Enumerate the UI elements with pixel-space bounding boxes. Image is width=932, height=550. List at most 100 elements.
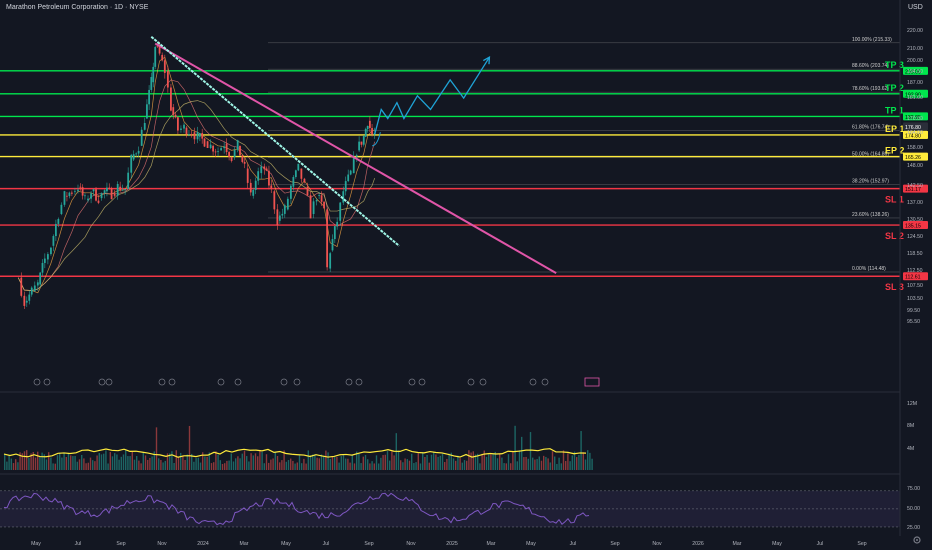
volume-bar xyxy=(177,456,180,470)
volume-bar xyxy=(591,458,593,470)
candle-body xyxy=(201,133,204,139)
candle-body xyxy=(257,171,260,181)
candle-body xyxy=(246,168,249,183)
volume-bar xyxy=(554,456,556,470)
volume-bar xyxy=(257,456,259,470)
volume-bar xyxy=(131,451,133,470)
time-tick-label: Nov xyxy=(406,541,416,547)
candle-body xyxy=(230,156,233,161)
candle-body xyxy=(130,154,133,173)
volume-bar xyxy=(151,456,153,470)
price-tick-label: 170.00 xyxy=(907,116,923,122)
candle-body xyxy=(309,195,312,219)
moving-average-line xyxy=(17,79,376,291)
volume-bar xyxy=(527,458,529,470)
volume-bar xyxy=(140,463,142,470)
candle-body xyxy=(364,128,367,137)
volume-bar xyxy=(15,459,17,470)
volume-bar xyxy=(232,461,235,470)
earnings-marker-icon xyxy=(168,378,176,386)
candle-body xyxy=(108,187,111,189)
gear-icon[interactable] xyxy=(912,535,922,545)
candle-body xyxy=(30,287,33,295)
volume-bar xyxy=(523,457,525,470)
pink-downtrend-trend-line xyxy=(154,42,557,274)
volume-bar xyxy=(455,460,457,470)
volume-bar xyxy=(347,458,349,470)
candle-body xyxy=(190,134,193,136)
volume-bar xyxy=(8,454,10,470)
volume-bar xyxy=(587,450,589,470)
volume-bar xyxy=(428,462,430,470)
rsi-tick-label: 50.00 xyxy=(907,506,920,512)
earnings-marker-icon xyxy=(467,378,475,386)
price-tick-label: 158.00 xyxy=(907,145,923,151)
candle-body xyxy=(63,191,66,205)
currency-label: USD xyxy=(908,4,923,11)
time-tick-label: May xyxy=(772,541,782,547)
candle-body xyxy=(20,277,23,296)
candle-body xyxy=(161,54,164,61)
volume-bar xyxy=(164,460,166,470)
volume-bar xyxy=(485,456,488,470)
level-price-label: 203.00 xyxy=(905,69,921,75)
volume-bar xyxy=(52,463,54,470)
candle-body xyxy=(276,209,279,226)
volume-bar xyxy=(389,460,391,470)
volume-bar xyxy=(186,454,188,470)
volume-bar xyxy=(114,453,116,470)
level-name: TP 1 xyxy=(885,105,904,115)
volume-bar xyxy=(534,459,536,470)
volume-bar xyxy=(397,450,400,470)
volume-bar xyxy=(127,456,129,470)
volume-bar xyxy=(296,462,298,470)
candle-body xyxy=(166,70,169,88)
volume-bar xyxy=(578,455,580,470)
current-price-label: 176.80 xyxy=(905,125,921,131)
volume-bar xyxy=(560,463,562,470)
time-tick-label: Nov xyxy=(157,541,167,547)
candle-body xyxy=(148,89,151,105)
volume-bar xyxy=(481,453,483,470)
volume-bar xyxy=(516,461,518,470)
candle-body xyxy=(306,186,309,196)
price-tick-label: 118.50 xyxy=(907,251,923,257)
volume-bar xyxy=(477,453,479,470)
volume-bar xyxy=(30,453,32,470)
volume-bar xyxy=(120,456,122,470)
candle-body xyxy=(135,153,138,155)
price-tick-label: 112.50 xyxy=(907,268,923,274)
volume-bar xyxy=(320,454,323,470)
earnings-marker-icon xyxy=(355,378,363,386)
volume-bar xyxy=(448,453,450,470)
candle-body xyxy=(294,170,297,178)
volume-bar xyxy=(122,454,125,470)
candle-body xyxy=(283,205,286,214)
earnings-marker-icon xyxy=(418,378,426,386)
volume-bar xyxy=(529,432,532,470)
time-tick-label: Sep xyxy=(116,541,125,547)
volume-bar xyxy=(149,457,151,470)
volume-bar xyxy=(202,452,204,470)
candle-body xyxy=(318,195,321,196)
volume-bar xyxy=(446,458,448,470)
volume-bar xyxy=(50,457,52,470)
volume-bar xyxy=(512,451,514,470)
volume-bar xyxy=(65,457,67,470)
candle-body xyxy=(225,143,228,153)
volume-bar xyxy=(48,452,50,470)
volume-bar xyxy=(72,456,74,470)
volume-ma-line xyxy=(3,448,587,458)
level-price-label: 112.61 xyxy=(905,275,921,281)
earnings-marker-icon xyxy=(541,378,549,386)
volume-bar xyxy=(248,461,250,470)
candle-body xyxy=(113,193,116,196)
volume-bar xyxy=(175,450,177,470)
volume-bar xyxy=(490,454,492,470)
earnings-marker-icon xyxy=(280,378,288,386)
price-tick-label: 99.50 xyxy=(907,308,920,314)
candle-body xyxy=(46,254,49,260)
volume-bar xyxy=(562,450,565,470)
volume-bar xyxy=(153,451,155,470)
